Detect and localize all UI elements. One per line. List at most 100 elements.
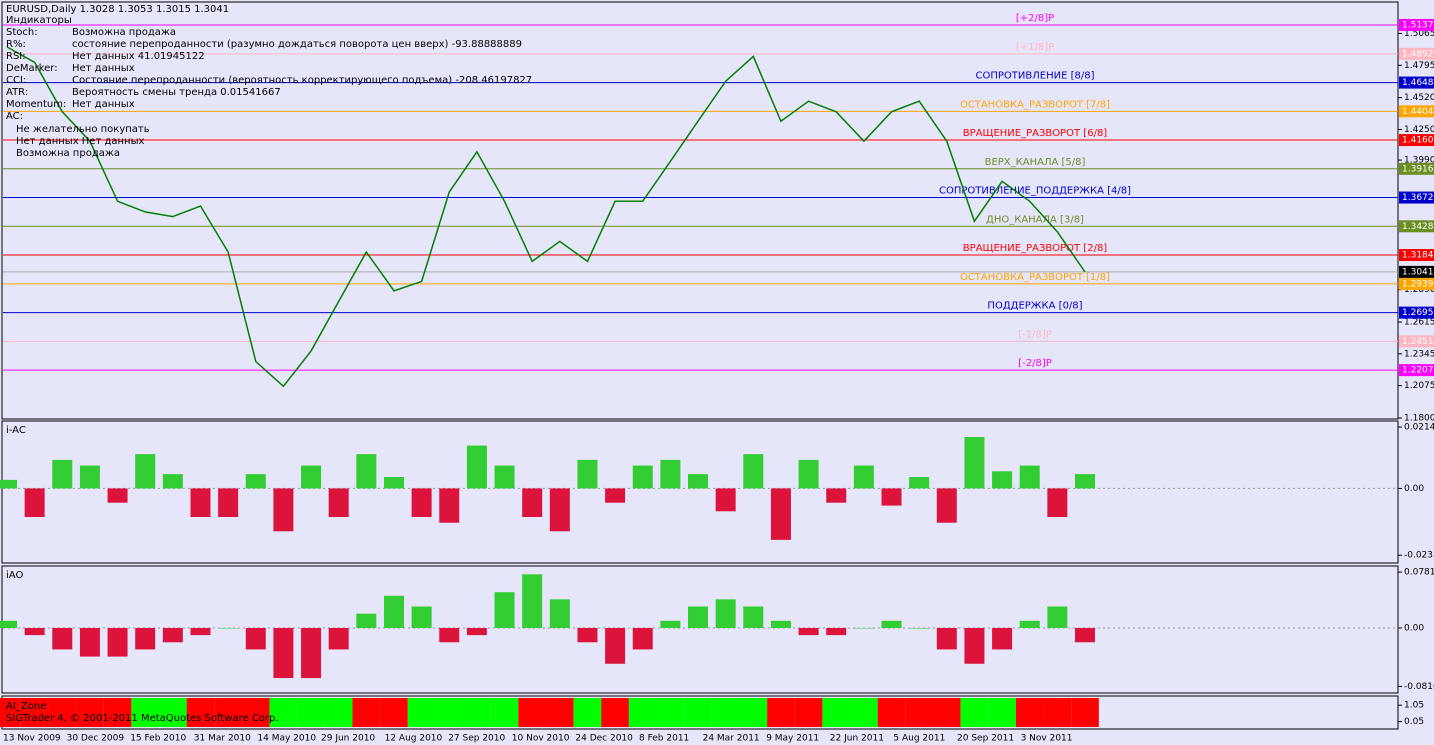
zone-bar: [380, 698, 408, 727]
price-line: [6, 46, 1086, 388]
zone-bar: [1071, 698, 1099, 727]
histogram-bar: [1075, 474, 1095, 489]
histogram-bar: [688, 474, 709, 489]
indicator-text: состояние перепроданности (разумно дожда…: [72, 39, 522, 50]
date-label: 15 Feb 2010: [130, 734, 186, 744]
histogram-bar: [632, 627, 653, 650]
date-label: 8 Feb 2011: [639, 734, 689, 744]
level-label: ВРАЩЕНИЕ_РАЗВОРОТ [6/8]: [963, 128, 1108, 139]
y-tick-label: 1.4520: [1404, 93, 1434, 103]
y-tick-label: 1.4795: [1404, 61, 1434, 71]
zone-bar: [822, 698, 851, 727]
zone-bar: [1015, 698, 1044, 727]
price-tag: [1399, 335, 1434, 348]
zone-bar: [214, 698, 242, 727]
y-tick-label: 1.2345: [1404, 349, 1434, 359]
histogram-bar: [494, 465, 515, 489]
y-tick-label: 1.4250: [1404, 125, 1434, 135]
zone-bar: [877, 698, 906, 727]
ac-row: Не желательно покупать: [16, 124, 150, 135]
histogram-bar: [909, 477, 930, 489]
level-label: [+2/8]P: [1016, 13, 1054, 24]
histogram-bar: [356, 613, 377, 628]
y-tick-label: 1.5065: [1404, 29, 1434, 39]
histogram-bar: [1019, 620, 1040, 628]
histogram-bar: [79, 627, 100, 657]
zone-bar: [269, 698, 298, 727]
histogram-bar: [549, 599, 570, 628]
y-tick-label: 1.2075: [1404, 381, 1434, 391]
zone-bar: [76, 698, 104, 727]
indicator-text: Возможна продажа: [72, 27, 176, 38]
price-tag: [1399, 306, 1434, 319]
histogram-bar: [743, 454, 764, 489]
histogram-bar: [107, 488, 128, 503]
date-label: 3 Nov 2011: [1021, 734, 1073, 744]
histogram-bar: [245, 627, 266, 650]
level-label: ПОДДЕРЖКА [0/8]: [987, 301, 1082, 312]
indicator-name: Stoch:: [6, 27, 38, 38]
histogram-bar: [853, 627, 874, 629]
pane-frame: [1, 1, 1399, 420]
histogram-bar: [162, 627, 183, 643]
histogram-bar: [743, 606, 764, 628]
zone-bar: [684, 698, 712, 727]
zone-bar: [324, 698, 353, 727]
price-tag: [1399, 220, 1434, 233]
pane-title: iAO: [6, 570, 23, 581]
zone-bar: [463, 698, 491, 727]
histogram-bar: [494, 592, 515, 628]
zone-bar: [905, 698, 933, 727]
histogram-bar: [549, 488, 570, 532]
histogram-bar: [1047, 488, 1068, 517]
y-tick-label: -0.02337: [1404, 551, 1434, 561]
zone-bar: [767, 698, 795, 727]
indicator-name: ATR:: [6, 87, 28, 98]
histogram-bar: [826, 627, 847, 636]
histogram-bar: [273, 627, 294, 679]
histogram-bar: [190, 627, 211, 636]
histogram-bar: [715, 599, 736, 628]
price-tag-label: 1.3184: [1402, 251, 1434, 261]
zone-bar: [932, 698, 961, 727]
histogram-bar: [79, 465, 100, 489]
zone-bar: [656, 698, 685, 727]
date-label: 30 Dec 2009: [67, 734, 125, 744]
zone-bar: [352, 698, 381, 727]
histogram-bar: [798, 459, 819, 489]
date-label: 27 Sep 2010: [448, 734, 505, 744]
histogram-bar: [135, 454, 156, 489]
histogram-bar: [605, 627, 626, 664]
date-label: 29 Jun 2010: [321, 734, 375, 744]
date-label: 24 Dec 2010: [575, 734, 633, 744]
histogram-bar: [770, 620, 791, 628]
indicator-text: Вероятность смены тренда 0.01541667: [72, 87, 281, 98]
histogram-bar: [135, 627, 156, 650]
histogram-bar: [466, 445, 487, 489]
price-tag-label: 1.5137: [1402, 20, 1434, 30]
histogram-bar: [826, 488, 847, 503]
price-tag-label: 1.2695: [1402, 308, 1434, 318]
histogram-bar: [522, 574, 543, 628]
histogram-bar: [660, 620, 681, 628]
zone-bar: [960, 698, 989, 727]
level-label: ВРАЩЕНИЕ_РАЗВОРОТ [2/8]: [963, 243, 1108, 254]
histogram-bar: [218, 627, 239, 629]
price-tag: [1399, 162, 1434, 175]
price-tag-label: 1.2451: [1402, 337, 1434, 347]
pane-frame: [1, 565, 1399, 694]
histogram-bar: [577, 459, 598, 489]
zone-bar: [1043, 698, 1072, 727]
level-label: СОПРОТИВЛЕНИЕ [8/8]: [976, 71, 1095, 82]
indicator-text: Состояние перепроданности (вероятность к…: [72, 75, 532, 86]
histogram-bar: [881, 488, 902, 506]
histogram-bar: [218, 488, 239, 517]
price-tag: [1399, 364, 1434, 377]
ac-row: Нет данных Нет данных: [16, 136, 144, 147]
histogram-bar: [245, 474, 266, 489]
histogram-bar: [328, 627, 349, 650]
histogram-bar: [992, 627, 1013, 650]
level-label: [-2/8]P: [1018, 358, 1052, 369]
y-tick-label: 1.1800: [1404, 414, 1434, 424]
histogram-bar: [909, 627, 930, 629]
